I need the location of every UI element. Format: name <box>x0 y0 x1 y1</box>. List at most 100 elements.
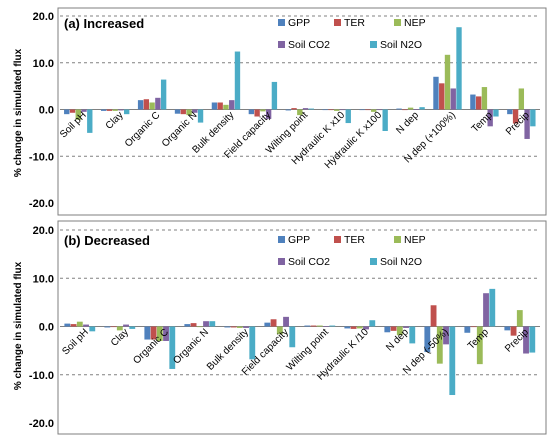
bar-nep-temp <box>476 326 483 365</box>
bar-gpp-temp <box>464 326 471 333</box>
bar-gpp-precip <box>504 326 511 331</box>
y-tick-label: 10.0 <box>33 273 54 285</box>
bar-nep-hydraulic-k-x10 <box>334 109 340 111</box>
bar-soil-co2-hydraulic-k-x10 <box>339 109 346 111</box>
bar-ter-precip <box>512 109 519 124</box>
panel-b-legend: GPP TER NEP Soil CO2 Soil N2O <box>278 234 426 268</box>
bar-ter-precip <box>510 326 517 336</box>
bar-soil-n2o-field-capacity <box>289 326 296 348</box>
legend-label-nep: NEP <box>404 234 426 246</box>
bar-soil-n2o-n-dep <box>419 107 425 110</box>
bar-nep-n-dep <box>407 107 414 110</box>
y-tick-label: -20.0 <box>29 198 54 210</box>
bar-soil-n2o-bulk-density <box>234 51 241 110</box>
panel-b-title: (b) Decreased <box>64 233 150 248</box>
bar-soil-co2-bulk-density <box>243 326 249 328</box>
legend-label-ter: TER <box>344 234 365 246</box>
bar-nep-organic-c <box>149 102 155 110</box>
bar-nep-wilting-point <box>316 325 323 327</box>
bar-soil-co2-temp <box>487 109 493 127</box>
bar-ter-temp <box>475 96 482 110</box>
bar-nep-field-capacity <box>260 109 266 112</box>
bar-gpp-soil-ph <box>64 323 71 327</box>
bar-soil-co2-soil-ph <box>81 109 87 112</box>
bar-soil-co2-soil-ph <box>83 324 89 327</box>
bar-nep-hydraulic-k-10 <box>356 326 363 329</box>
bar-ter-n-dep-100 <box>439 83 445 110</box>
bar-ter-wilting-point <box>310 325 317 327</box>
bar-soil-n2o-n-dep <box>409 326 416 344</box>
bar-soil-co2-bulk-density <box>229 100 235 110</box>
bar-ter-soil-ph <box>69 109 76 113</box>
bar-soil-co2-precip <box>523 326 529 354</box>
legend-swatch-gpp <box>278 236 285 243</box>
bar-gpp-field-capacity <box>248 109 255 115</box>
bar-ter-organic-n <box>180 109 186 115</box>
bar-soil-co2-organic-n <box>203 321 209 327</box>
legend-label-soil-co2: Soil CO2 <box>288 39 330 51</box>
bar-soil-co2-n-dep-50 <box>443 326 449 345</box>
bar-ter-hydraulic-k-x10 <box>328 109 334 111</box>
bar-soil-n2o-hydraulic-k-10 <box>369 320 376 327</box>
bar-soil-co2-wilting-point <box>302 108 309 110</box>
bar-gpp-wilting-point <box>304 325 311 327</box>
legend-swatch-soil-co2 <box>278 258 285 265</box>
bar-nep-soil-ph <box>76 321 83 327</box>
bar-soil-n2o-wilting-point <box>329 325 336 327</box>
bar-soil-co2-field-capacity <box>283 316 289 327</box>
bar-soil-n2o-organic-n <box>197 109 204 123</box>
bar-ter-hydraulic-k-x100 <box>365 109 371 111</box>
bar-soil-co2-field-capacity <box>265 109 272 119</box>
bar-soil-co2-organic-c <box>155 97 161 110</box>
bar-nep-clay <box>112 109 118 111</box>
panel-b-ylabel: % change in simulated flux <box>13 261 24 390</box>
bar-soil-co2-clay <box>118 109 124 111</box>
y-tick-label: -20.0 <box>29 418 54 430</box>
bar-nep-wilting-point <box>297 109 303 116</box>
bar-ter-n-dep <box>390 326 397 331</box>
bar-nep-n-dep <box>396 326 403 336</box>
bar-soil-n2o-temp <box>489 288 496 327</box>
panel-b-bars <box>64 288 536 396</box>
legend-label-gpp: GPP <box>288 234 310 246</box>
bar-soil-n2o-hydraulic-k-x100 <box>382 109 388 131</box>
y-tick-label: 20.0 <box>33 11 54 23</box>
bar-ter-hydraulic-k-10 <box>350 326 357 329</box>
legend-swatch-soil-n2o <box>370 258 377 265</box>
bar-soil-n2o-soil-ph <box>87 109 93 133</box>
bar-soil-co2-organic-c <box>163 326 169 341</box>
bar-soil-n2o-organic-c <box>169 326 176 369</box>
bar-soil-co2-organic-n <box>192 109 198 113</box>
y-tick-label: 10.0 <box>33 58 54 70</box>
legend-label-ter: TER <box>344 17 365 29</box>
bar-gpp-field-capacity <box>264 322 271 327</box>
bar-nep-organic-n <box>196 326 203 328</box>
legend-label-soil-n2o: Soil N2O <box>380 256 422 268</box>
bar-ter-bulk-density <box>230 326 237 328</box>
bar-nep-temp <box>481 87 488 110</box>
bar-nep-n-dep-100 <box>444 54 451 110</box>
bar-soil-n2o-precip <box>529 326 536 353</box>
bar-soil-n2o-field-capacity <box>271 81 278 110</box>
bar-ter-field-capacity <box>254 109 260 117</box>
bar-soil-n2o-soil-ph <box>89 326 96 332</box>
bar-nep-clay <box>116 326 123 331</box>
y-tick-label: -10.0 <box>29 370 54 382</box>
bar-ter-soil-ph <box>70 324 77 327</box>
bar-gpp-precip <box>507 109 513 115</box>
panel-b-gridlines <box>60 229 540 376</box>
y-tick-label: -10.0 <box>29 151 54 163</box>
bar-soil-n2o-organic-n <box>209 321 216 327</box>
panel-a: (a) Increased % change in simulated flux… <box>13 7 547 216</box>
bar-soil-co2-clay <box>123 324 129 327</box>
bar-gpp-wilting-point <box>285 109 291 111</box>
legend-label-soil-n2o: Soil N2O <box>380 39 422 51</box>
bar-ter-field-capacity <box>270 319 277 327</box>
legend-swatch-soil-n2o <box>370 41 377 48</box>
y-tick-label: 0.0 <box>39 105 54 117</box>
legend-swatch-ter <box>334 19 341 26</box>
bar-soil-co2-n-dep-100 <box>450 88 456 110</box>
bar-nep-bulk-density <box>236 326 243 328</box>
panel-b-y-tick-labels: -20.0 -10.0 0.0 10.0 20.0 <box>29 225 54 430</box>
bar-ter-temp <box>470 326 477 328</box>
